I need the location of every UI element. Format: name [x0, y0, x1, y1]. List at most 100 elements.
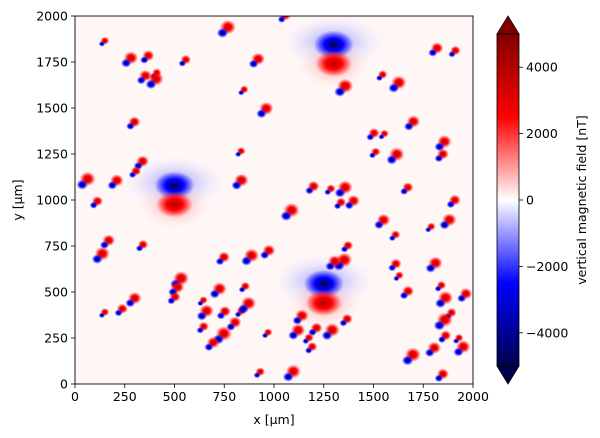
x-tick-label: 2000	[457, 389, 489, 404]
dipole-negative-lobe	[89, 201, 98, 209]
y-tick-label: 1000	[36, 193, 68, 208]
dipole-negative-lobe	[240, 256, 252, 266]
x-tick-label: 0	[71, 389, 79, 404]
dipole-negative-lobe	[388, 235, 396, 242]
field-layer	[76, 16, 473, 383]
dipole-negative-lobe	[253, 372, 261, 379]
x-tick-label: 250	[113, 389, 137, 404]
y-tick-label: 2000	[36, 9, 68, 24]
dipole-negative-lobe	[375, 74, 383, 82]
colorbar-tick-label: 0	[526, 193, 534, 208]
x-axis-label: x [µm]	[253, 412, 294, 427]
dipole-negative-lobe	[145, 79, 157, 90]
dipole-negative-lobe	[235, 151, 242, 158]
dipole-negative-lobe	[126, 122, 135, 130]
dipole-negative-lobe	[334, 86, 346, 97]
large-dipole-negative-lobe	[303, 269, 344, 298]
dipole-negative-lobe	[288, 330, 299, 340]
dipole-negative-lobe	[344, 201, 354, 210]
colorbar-extend-low	[496, 365, 520, 385]
dipole-negative-lobe	[248, 59, 259, 69]
dipole-negative-lobe	[99, 240, 110, 250]
dipole-negative-lobe	[424, 348, 435, 358]
dipole-negative-lobe	[91, 254, 103, 264]
dipole-negative-lobe	[388, 83, 400, 93]
large-dipole-negative-lobe	[313, 30, 354, 59]
dipole-negative-lobe	[76, 179, 88, 190]
dipole-negative-lobe	[374, 220, 384, 230]
dipole-negative-lobe	[231, 180, 242, 190]
dipole-negative-lobe	[234, 311, 242, 318]
dipole-negative-lobe	[388, 264, 397, 272]
dipole-negative-lobe	[136, 76, 146, 85]
dipole-negative-lobe	[437, 335, 446, 344]
x-tick-label: 750	[212, 389, 236, 404]
dipole-negative-lobe	[107, 180, 118, 190]
colorbar-tick-label: −2000	[526, 259, 568, 274]
dipole-negative-lobe	[457, 294, 467, 303]
dipole-negative-lobe	[282, 372, 294, 382]
dipole-negative-lobe	[292, 316, 303, 325]
dipole-negative-lobe	[238, 286, 246, 293]
dipole-negative-lobe	[196, 311, 207, 321]
dipole-negative-lobe	[256, 109, 267, 119]
dipole-negative-lobe	[260, 251, 270, 260]
dipole-negative-lobe	[340, 245, 349, 253]
x-tick-label: 1250	[308, 389, 340, 404]
y-tick-label: 1250	[36, 147, 68, 162]
y-tick-label: 1750	[36, 55, 68, 70]
dipole-negative-lobe	[167, 297, 176, 305]
dipole-negative-lobe	[238, 303, 249, 314]
x-tick-label: 1500	[358, 389, 390, 404]
dipole-negative-lobe	[425, 226, 432, 233]
colorbar-tick-label: 2000	[526, 126, 558, 141]
colorbar-tick-label: 4000	[526, 60, 558, 75]
y-axis-ticks: 0 250 500 750 1000 1250 1500 1750 2000	[36, 9, 75, 392]
dipole-negative-lobe	[125, 298, 136, 308]
dipole-negative-lobe	[209, 289, 220, 299]
large-dipole-positive-lobe	[315, 50, 352, 77]
dipole-negative-lobe	[321, 330, 333, 341]
y-axis-label: y [µm]	[10, 179, 25, 220]
x-tick-label: 1000	[258, 389, 290, 404]
dipole-negative-lobe	[403, 122, 414, 131]
dipole-negative-lobe	[425, 263, 436, 273]
dipole-negative-lobe	[378, 134, 385, 140]
dipole-negative-lobe	[434, 154, 444, 163]
large-dipole-positive-lobe	[156, 191, 193, 218]
dipole-negative-lobe	[448, 50, 456, 58]
dipole-negative-lobe	[399, 291, 409, 300]
dipole-negative-lobe	[277, 16, 286, 23]
colorbar-tick-label: −4000	[526, 325, 568, 340]
dipole-negative-lobe	[452, 338, 460, 344]
dipole-negative-lobe	[366, 133, 375, 141]
dipole-negative-lobe	[453, 347, 464, 357]
colorbar-extend-high	[496, 15, 520, 35]
dipole-negative-lobe	[98, 41, 106, 47]
dipole-negative-lobe	[401, 355, 414, 366]
x-tick-label: 500	[163, 389, 187, 404]
dipole-negative-lobe	[216, 27, 229, 38]
y-tick-label: 0	[60, 377, 68, 392]
colorbar-gradient	[496, 33, 520, 367]
dipole-negative-lobe	[333, 202, 342, 210]
dipole-negative-lobe	[114, 309, 123, 317]
x-axis-ticks: 0 250 500 750 1000 1250 1500 1750 2000	[71, 384, 489, 404]
dipole-negative-lobe	[439, 220, 450, 230]
dipole-negative-lobe	[325, 261, 336, 271]
dipole-negative-lobe	[446, 200, 456, 209]
dipole-negative-lobe	[393, 275, 400, 282]
dipole-negative-lobe	[386, 154, 398, 165]
large-dipole-positive-lobe	[305, 289, 342, 316]
dipole-negative-lobe	[204, 343, 214, 352]
dipole-negative-lobe	[334, 188, 346, 198]
dipole-negative-lobe	[128, 171, 137, 179]
dipole-negative-lobe	[215, 257, 225, 266]
dipole-negative-lobe	[196, 326, 205, 334]
colorbar: −4000 −2000 0 2000 4000 vertical magnetic fi…	[496, 15, 589, 385]
dipole-negative-lobe	[280, 210, 292, 222]
dipole-negative-lobe	[435, 298, 446, 309]
dipole-negative-lobe	[434, 374, 444, 383]
dipole-negative-lobe	[304, 347, 313, 354]
